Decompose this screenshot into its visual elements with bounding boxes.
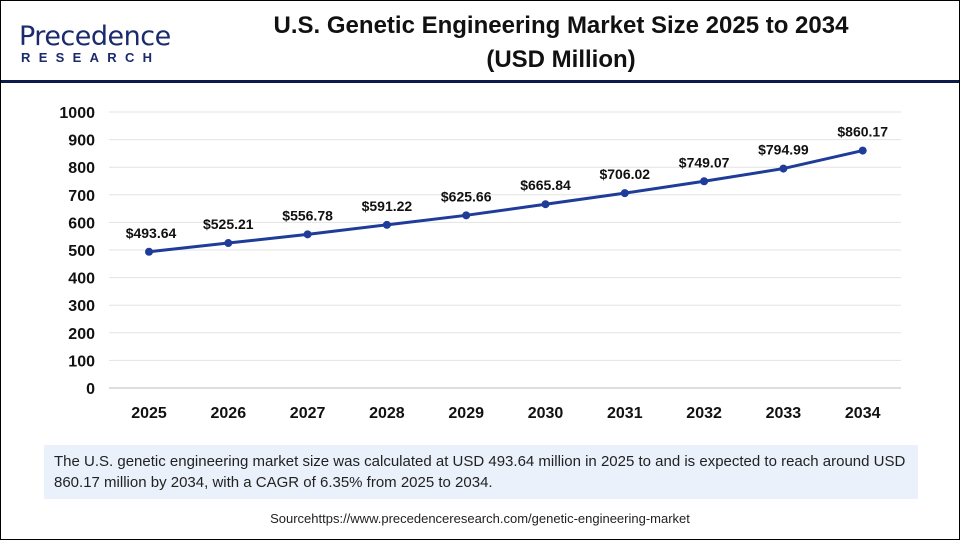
data-label: $625.66 [441,188,492,204]
logo-line2: RESEARCH [21,50,161,65]
x-tick-label: 2029 [448,405,484,422]
y-tick-label: 900 [68,133,95,150]
data-point [541,200,550,209]
data-label: $794.99 [758,142,809,158]
y-tick-label: 400 [68,271,95,288]
data-label: $556.78 [282,207,333,223]
data-label: $749.07 [679,154,730,170]
x-tick-label: 2026 [211,405,247,422]
series-line [148,149,864,254]
header-divider [1,80,959,83]
y-tick-label: 600 [68,215,95,232]
data-point [700,177,709,186]
data-point [145,247,153,256]
x-tick-label: 2032 [686,405,722,422]
summary-note: The U.S. genetic engineering market size… [44,445,918,499]
data-point [620,189,629,198]
source-text: Sourcehttps://www.precedenceresearch.com… [270,511,690,526]
logo-line1: Precedence [19,21,171,52]
x-tick-label: 2033 [766,405,802,422]
y-tick-label: 200 [68,326,95,343]
line-chart: 0 100 200 300 400 500 600 700 800 900 1000 2025 2026… [59,105,901,422]
data-label: $525.21 [203,216,254,232]
data-label: $665.84 [520,177,571,193]
data-point [382,220,391,229]
title-line-1: U.S. Genetic Engineering Market Size 202… [273,12,849,39]
data-point [858,146,867,155]
x-tick-label: 2034 [845,405,881,422]
x-tick-label: 2031 [607,405,643,422]
data-label: $706.02 [599,166,650,182]
y-tick-label: 500 [68,243,95,260]
precedence-research-logo: Precedence RESEARCH [19,21,171,66]
data-label: $493.64 [126,225,177,241]
chart-title: U.S. Genetic Engineering Market Size 202… [241,9,881,77]
y-tick-label: 0 [86,381,95,398]
data-point [462,211,471,220]
data-label: $591.22 [362,198,413,214]
x-tick-label: 2027 [290,405,326,422]
data-point [779,164,788,173]
data-point [303,230,312,239]
x-tick-label: 2030 [528,405,564,422]
y-tick-label: 1000 [59,105,95,122]
y-tick-label: 700 [68,188,95,205]
x-tick-label: 2025 [131,405,167,422]
y-tick-label: 800 [68,160,95,177]
data-label: $860.17 [837,124,888,140]
data-point [224,239,233,248]
title-line-2: (USD Million) [486,46,636,73]
x-tick-label: 2028 [369,405,405,422]
y-tick-label: 300 [68,298,95,315]
y-tick-label: 100 [68,353,95,370]
